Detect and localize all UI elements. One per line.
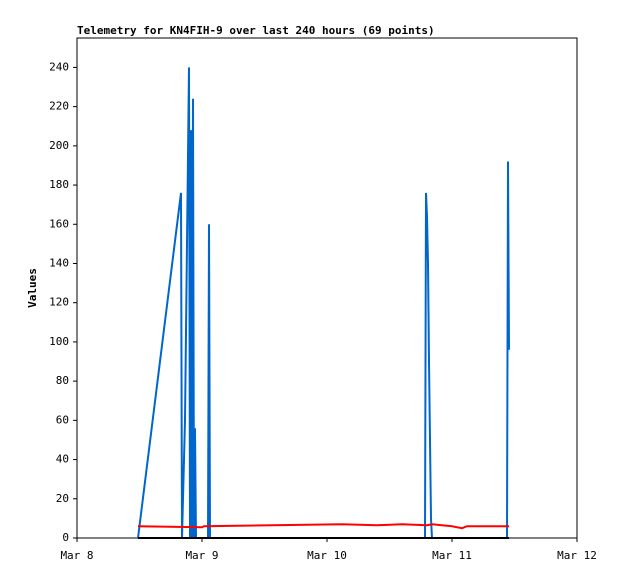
y-tick-label: 60 bbox=[56, 413, 69, 426]
y-tick-label: 100 bbox=[49, 335, 69, 348]
y-tick-label: 180 bbox=[49, 178, 69, 191]
x-tick-label: Mar 10 bbox=[307, 549, 347, 562]
y-tick-label: 20 bbox=[56, 492, 69, 505]
chart-title: Telemetry for KN4FIH-9 over last 240 hou… bbox=[77, 24, 435, 37]
y-tick-label: 140 bbox=[49, 256, 69, 269]
y-tick-label: 120 bbox=[49, 296, 69, 309]
x-tick-label: Mar 11 bbox=[432, 549, 472, 562]
x-tick-label: Mar 8 bbox=[60, 549, 93, 562]
series-line bbox=[137, 523, 509, 530]
x-tick-label: Mar 12 bbox=[557, 549, 597, 562]
y-tick-label: 40 bbox=[56, 453, 69, 466]
y-tick-label: 160 bbox=[49, 217, 69, 230]
y-tick-label: 80 bbox=[56, 374, 69, 387]
y-axis-label: Values bbox=[26, 268, 39, 308]
y-tick-label: 0 bbox=[62, 531, 69, 544]
y-tick-label: 200 bbox=[49, 139, 69, 152]
y-tick-label: 220 bbox=[49, 100, 69, 113]
x-tick-label: Mar 9 bbox=[185, 549, 218, 562]
y-tick-label: 240 bbox=[49, 60, 69, 73]
